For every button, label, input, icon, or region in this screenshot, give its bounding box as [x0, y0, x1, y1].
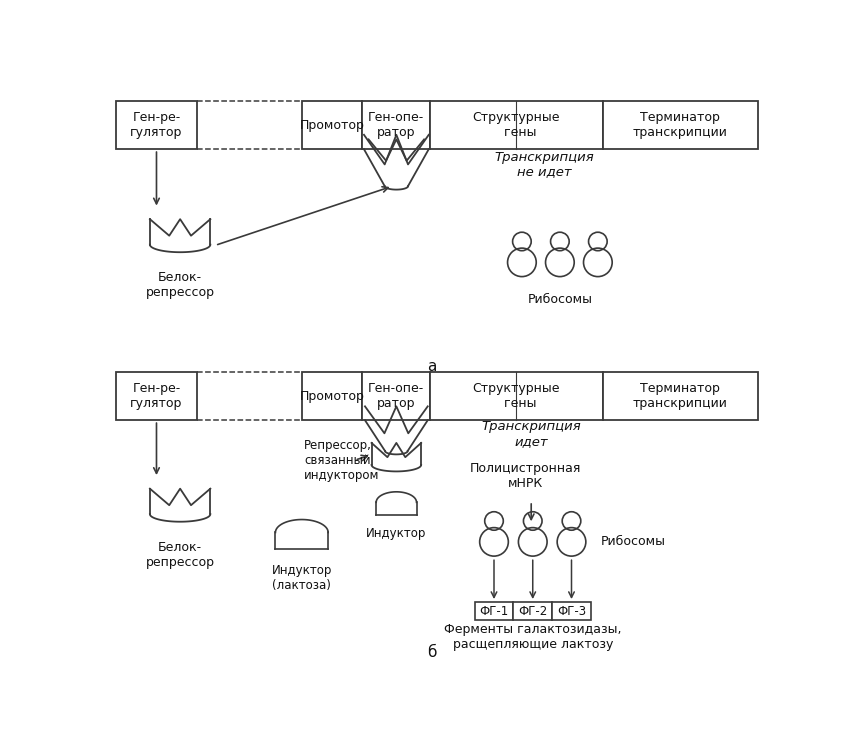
Text: Транскрипция
не идет: Транскрипция не идет [494, 151, 594, 178]
Text: Промотор: Промотор [300, 119, 365, 132]
Text: Белок-
репрессор: Белок- репрессор [146, 541, 215, 569]
Bar [602, 372, 757, 420]
Bar [430, 101, 602, 149]
Bar [475, 602, 514, 620]
Text: Терминатор
транскрипции: Терминатор транскрипции [632, 382, 728, 410]
Bar [362, 101, 430, 149]
Bar [362, 372, 430, 420]
Bar [302, 101, 362, 149]
Text: Промотор: Промотор [300, 389, 365, 403]
Text: ФГ-2: ФГ-2 [518, 604, 547, 618]
Text: Рибосомы: Рибосомы [601, 536, 666, 548]
Text: Ген-опе-
ратор: Ген-опе- ратор [368, 112, 424, 139]
Bar [430, 372, 602, 420]
Text: Терминатор
транскрипции: Терминатор транскрипции [632, 112, 728, 139]
Bar [514, 602, 552, 620]
Text: Индуктор
(лактоза): Индуктор (лактоза) [272, 564, 332, 592]
Text: Репрессор,
связанный
индуктором: Репрессор, связанный индуктором [304, 439, 380, 482]
Text: Рибосомы: Рибосомы [527, 293, 592, 306]
Text: Транскрипция
идет: Транскрипция идет [481, 420, 581, 448]
Text: Полицистронная
мНРК: Полицистронная мНРК [469, 461, 581, 490]
Bar [602, 101, 757, 149]
Text: а: а [428, 359, 437, 374]
Text: ФГ-1: ФГ-1 [480, 604, 509, 618]
Text: б: б [428, 645, 437, 661]
Bar [116, 372, 197, 420]
Text: Структурные
  гены: Структурные гены [473, 112, 561, 139]
Text: ФГ-3: ФГ-3 [557, 604, 586, 618]
Bar [116, 101, 197, 149]
Text: Индуктор: Индуктор [366, 527, 427, 540]
Text: Структурные
  гены: Структурные гены [473, 382, 561, 410]
Bar [552, 602, 591, 620]
Text: Белок-
репрессор: Белок- репрессор [146, 271, 215, 300]
Text: Ген-ре-
гулятор: Ген-ре- гулятор [130, 112, 182, 139]
Text: Ферменты галактозидазы,
расщепляющие лактозу: Ферменты галактозидазы, расщепляющие лак… [444, 623, 621, 652]
Text: Ген-опе-
ратор: Ген-опе- ратор [368, 382, 424, 410]
Bar [302, 372, 362, 420]
Text: Ген-ре-
гулятор: Ген-ре- гулятор [130, 382, 182, 410]
